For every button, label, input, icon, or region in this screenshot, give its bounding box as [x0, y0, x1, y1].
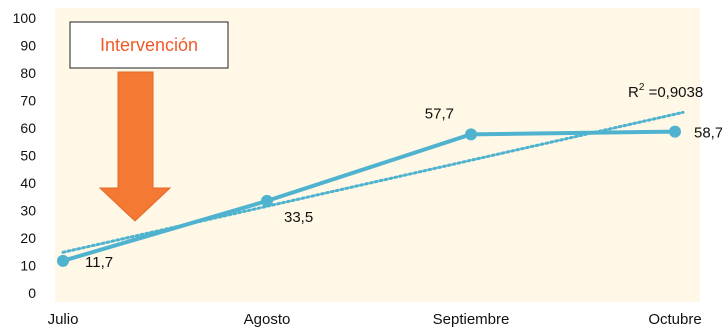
data-label: 57,7 — [425, 105, 454, 122]
data-point — [261, 194, 273, 207]
x-tick-label: Julio — [48, 311, 79, 327]
data-label: 11,7 — [85, 254, 113, 271]
series-line — [62, 129, 676, 263]
x-tick-label: Agosto — [244, 311, 291, 327]
y-tick-label: 10 — [20, 258, 36, 274]
r-squared-prefix: R — [628, 84, 639, 101]
intervention-annotation: Intervención — [69, 21, 229, 222]
data-point — [465, 128, 477, 141]
y-tick-label: 90 — [20, 38, 36, 54]
r-squared-label: R2 =0,9038 — [628, 82, 703, 101]
y-tick-label: 30 — [20, 203, 36, 219]
y-tick-label: 60 — [20, 120, 36, 136]
x-axis-tick-labels: Julio Agosto Septiembre Octubre — [48, 311, 702, 327]
y-tick-label: 40 — [20, 175, 36, 191]
intervention-label: Intervención — [100, 35, 198, 55]
data-label: 58,7 — [694, 125, 722, 142]
y-tick-label: 80 — [20, 65, 36, 81]
data-point — [669, 125, 681, 138]
data-points — [57, 125, 681, 267]
y-tick-label: 70 — [20, 93, 36, 109]
r-squared-superscript: 2 — [639, 82, 645, 93]
y-tick-label: 100 — [13, 10, 37, 26]
down-arrow-icon — [98, 71, 172, 222]
data-label: 33,5 — [284, 209, 313, 226]
x-tick-label: Septiembre — [433, 311, 510, 327]
data-point — [57, 254, 69, 267]
y-tick-label: 50 — [20, 148, 36, 164]
y-axis-tick-labels: 0 10 20 30 40 50 60 70 80 90 100 — [13, 10, 37, 301]
x-tick-label: Octubre — [648, 311, 701, 327]
r-squared-value: =0,9038 — [644, 84, 703, 101]
data-labels: 11,7 33,5 57,7 58,7 — [85, 105, 722, 271]
y-tick-label: 0 — [28, 285, 36, 301]
intervention-box — [69, 21, 229, 69]
y-tick-label: 20 — [20, 230, 36, 246]
